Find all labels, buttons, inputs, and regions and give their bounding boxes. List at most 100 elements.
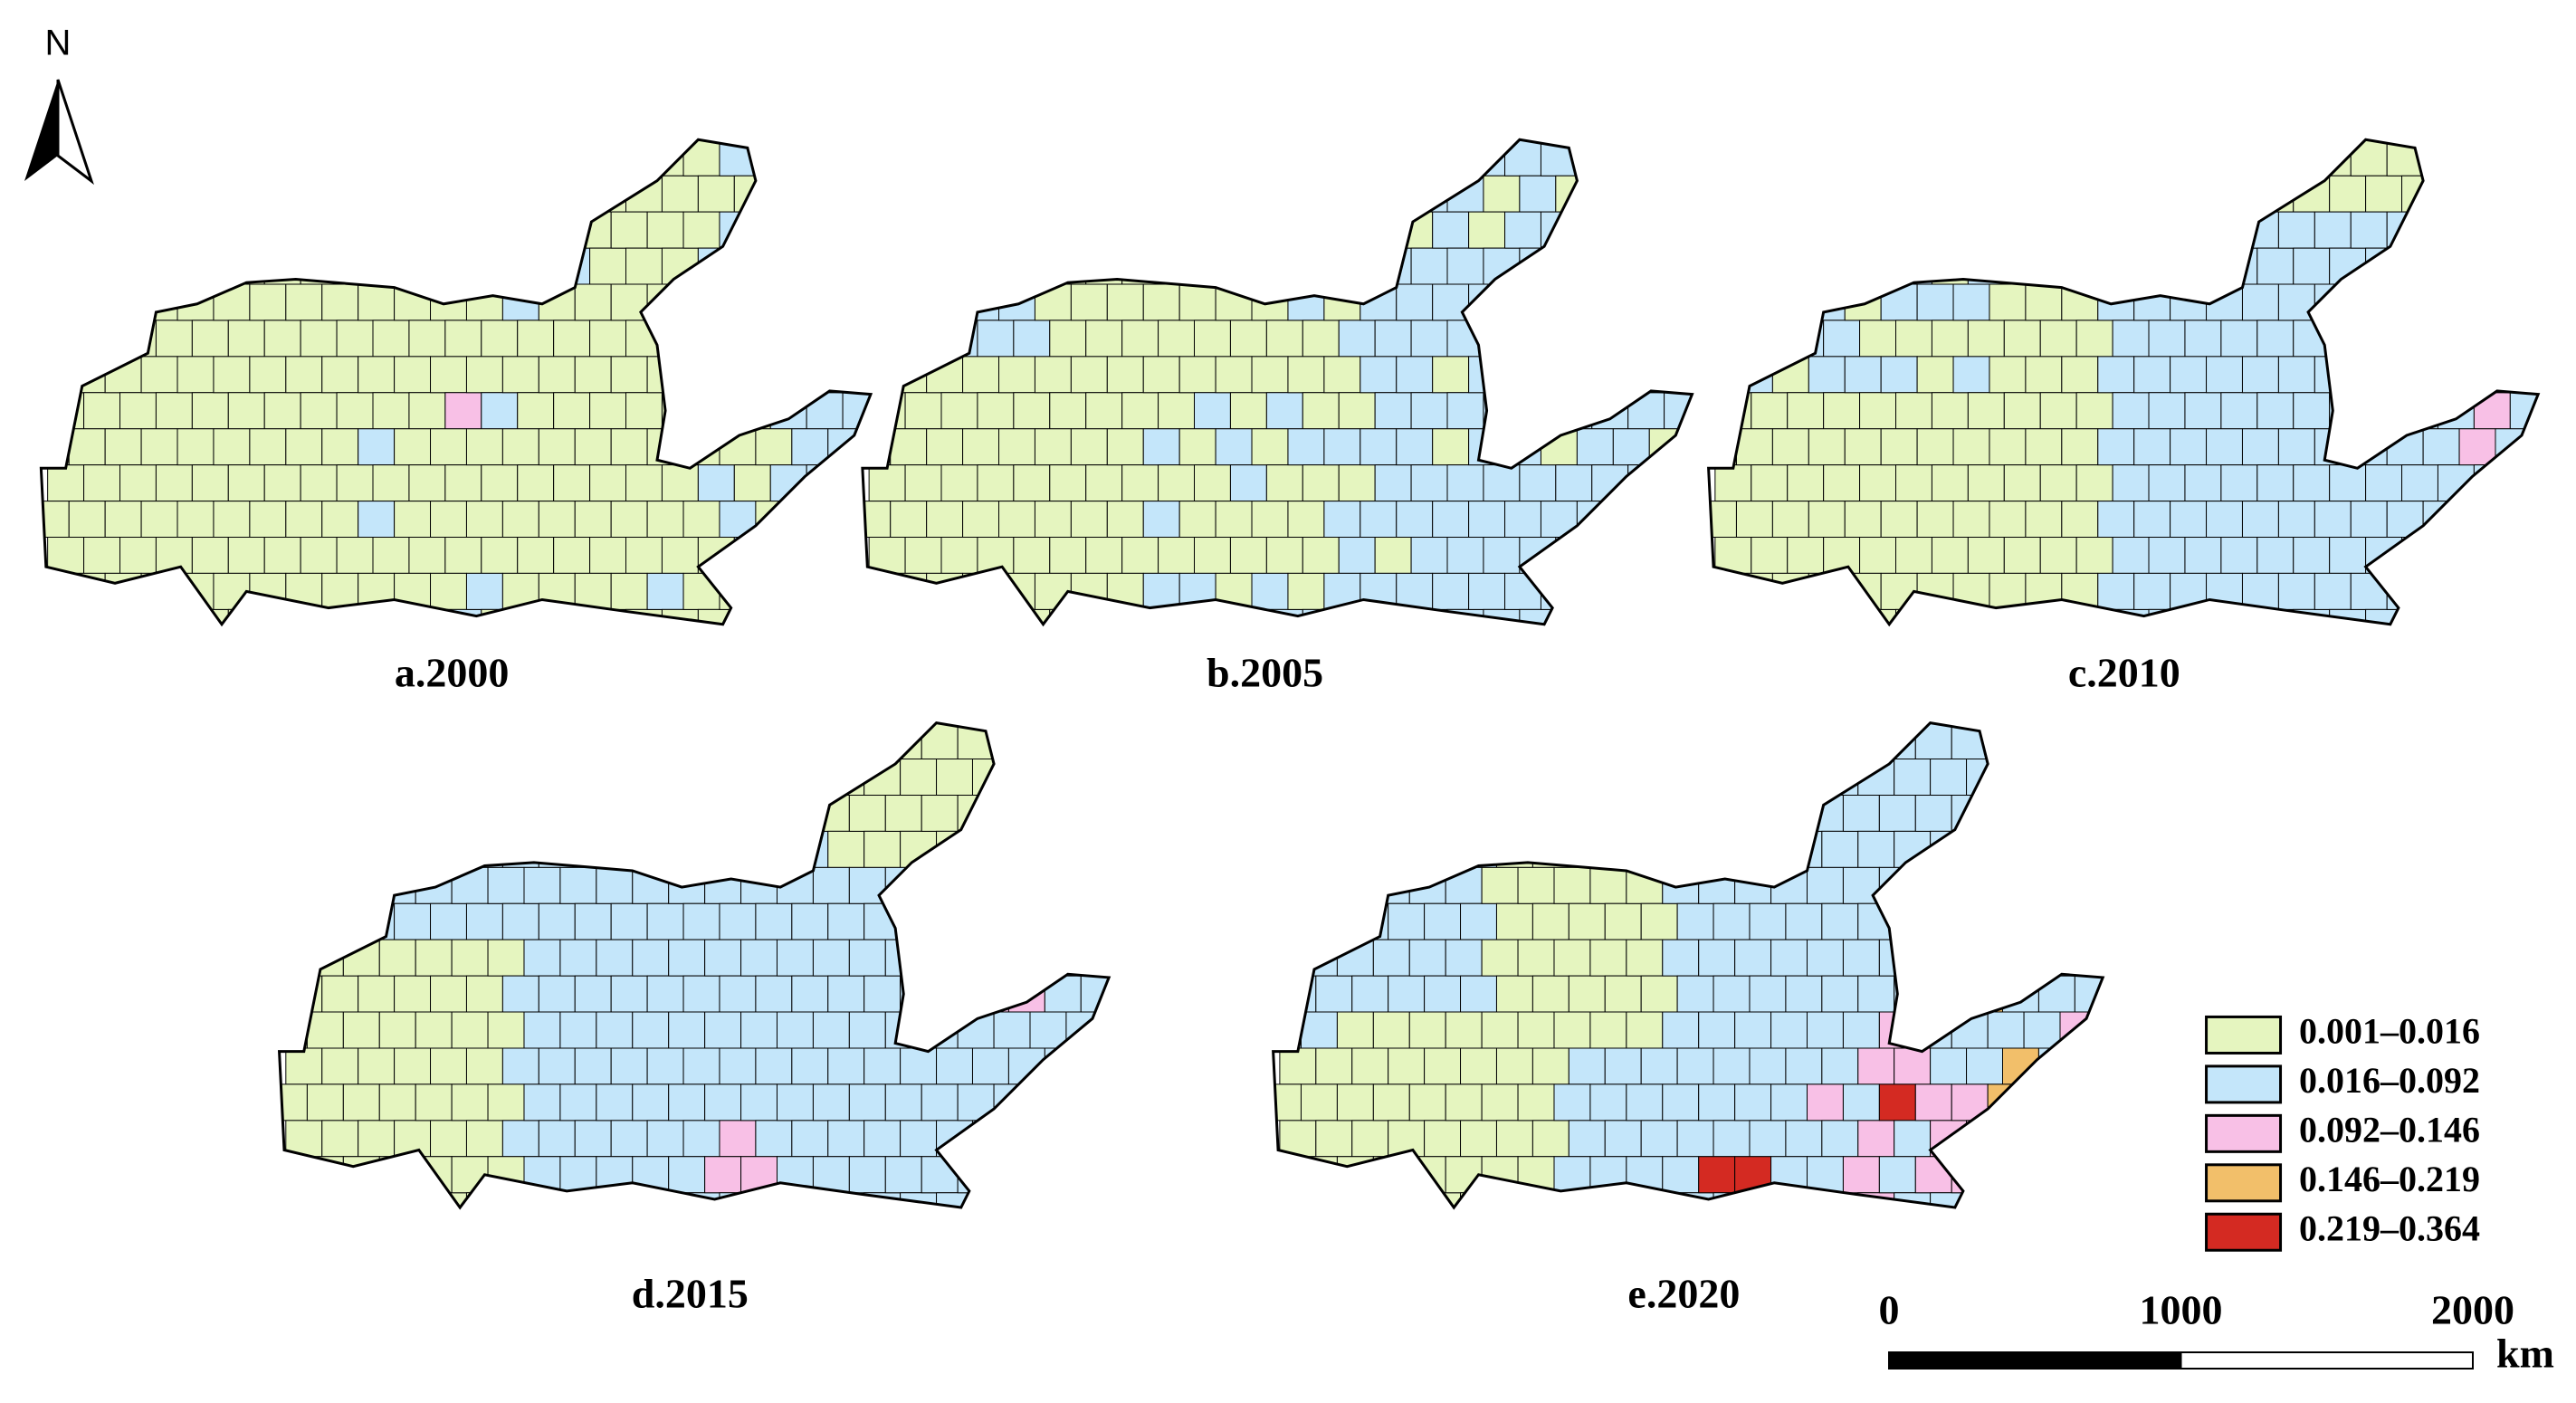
map-region: [1482, 940, 1518, 976]
map-region: [1824, 176, 1860, 212]
map-region: [452, 1157, 488, 1193]
map-region: [539, 501, 575, 538]
map-region: [958, 1157, 994, 1193]
map-region: [264, 176, 301, 212]
map-region: [69, 357, 105, 393]
map-region: [1915, 1157, 1951, 1193]
map-region: [828, 501, 864, 538]
map-region: [228, 393, 264, 429]
map-region: [647, 1121, 683, 1157]
map-region: [2060, 867, 2096, 903]
map-region: [395, 759, 431, 796]
map-region: [1592, 465, 1628, 501]
map-region: [1736, 139, 1772, 176]
map-region: [647, 1193, 683, 1208]
map-region: [1230, 248, 1266, 284]
map-region: [1081, 1193, 1110, 1208]
map-region: [1143, 573, 1179, 609]
map-region: [286, 1193, 322, 1208]
map-region: [2242, 501, 2278, 538]
map-region: [250, 573, 286, 609]
map-region: [1102, 867, 1110, 903]
map-region: [1195, 176, 1231, 212]
map-region: [2510, 320, 2539, 357]
map-region: [2062, 139, 2098, 176]
map-region: [358, 1121, 395, 1157]
map-region: [1433, 429, 1469, 465]
map-region: [1843, 1157, 1879, 1193]
map-region: [994, 1012, 1030, 1048]
map-region: [2134, 573, 2171, 609]
map-region: [1627, 722, 1663, 759]
map-region: [452, 1084, 488, 1121]
map-region: [1590, 1084, 1627, 1121]
map-region: [2113, 176, 2149, 212]
map-region: [1554, 1012, 1590, 1048]
map-region: [813, 867, 849, 903]
map-region: [862, 212, 891, 248]
map-region: [1967, 903, 2003, 940]
map-region: [2221, 538, 2257, 574]
map-region: [539, 139, 575, 176]
map-region: [1701, 320, 1737, 357]
map-region: [2149, 320, 2185, 357]
map-region: [518, 393, 554, 429]
map-region: [1469, 357, 1505, 393]
map-region: [1894, 1193, 1931, 1208]
map-region: [1324, 501, 1360, 538]
map-region: [1388, 759, 1425, 796]
map-region: [1715, 176, 1751, 212]
map-region: [1613, 212, 1649, 248]
map-region: [41, 501, 69, 538]
map-region: [214, 357, 250, 393]
map-region: [1469, 501, 1505, 538]
map-region: [1808, 795, 1844, 831]
map-region: [1613, 501, 1649, 538]
map-region: [466, 501, 502, 538]
map-region: [250, 429, 286, 465]
map-region: [885, 795, 921, 831]
map-region: [1081, 1121, 1110, 1157]
map-region: [307, 1012, 343, 1048]
map-region: [1071, 212, 1107, 248]
map-region: [2294, 465, 2330, 501]
map-region: [2495, 212, 2532, 248]
map-region: [518, 538, 554, 574]
map-region: [1461, 1048, 1497, 1084]
map-region: [705, 940, 741, 976]
map-region: [192, 465, 228, 501]
map-region: [1932, 609, 1968, 625]
map-region: [560, 1084, 596, 1121]
map-region: [192, 609, 228, 625]
map-region: [1988, 795, 2024, 831]
map-region: [885, 1157, 921, 1193]
map-region: [554, 176, 590, 212]
map-region: [524, 940, 560, 976]
map-region: [1713, 1048, 1750, 1084]
map-region: [1715, 320, 1751, 357]
map-region: [502, 501, 539, 538]
map-region: [1339, 320, 1375, 357]
map-region: [1569, 1048, 1605, 1084]
map-region: [958, 1084, 994, 1121]
map-region: [156, 393, 192, 429]
map-region: [2207, 429, 2243, 465]
map-region: [885, 867, 921, 903]
map-region: [539, 212, 575, 248]
map-region: [2098, 139, 2134, 176]
map-region: [1143, 501, 1179, 538]
map-region: [1858, 976, 1894, 1012]
map-region: [1397, 284, 1433, 320]
map-region: [1569, 1121, 1605, 1157]
map-region: [698, 320, 734, 357]
map-region: [2532, 573, 2539, 609]
map-region: [518, 609, 554, 625]
map-region: [647, 357, 683, 393]
map-region: [1409, 1084, 1445, 1121]
map-region: [2387, 573, 2423, 609]
map-region: [1195, 320, 1231, 357]
map-region: [307, 1084, 343, 1121]
map-region: [1035, 429, 1071, 465]
map-region: [2278, 139, 2314, 176]
map-region: [1505, 139, 1541, 176]
